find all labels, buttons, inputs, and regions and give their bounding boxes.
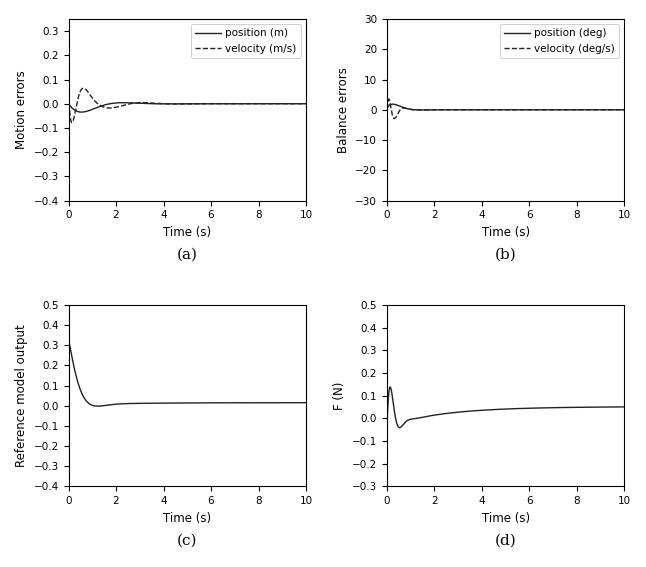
velocity (m/s) [207,100,215,107]
velocity (deg/s) [391,115,399,122]
position (deg) [578,107,586,113]
velocity (deg/s) [426,107,434,113]
position (m) [119,99,127,106]
X-axis label: Time (s): Time (s) [482,511,530,524]
velocity (deg/s) [383,113,391,120]
position (m) [156,100,163,107]
Y-axis label: F (N): F (N) [333,382,346,410]
X-axis label: Time (s): Time (s) [482,226,530,239]
velocity (m/s) [242,100,250,107]
velocity (m/s) [68,119,76,126]
velocity (deg/s) [385,96,393,103]
position (deg) [526,107,534,113]
position (deg) [426,107,434,113]
position (m) [65,100,72,107]
position (deg) [418,107,426,113]
Text: (a): (a) [177,248,198,262]
Text: (c): (c) [177,534,198,548]
X-axis label: Time (s): Time (s) [163,511,211,524]
position (m) [108,100,116,107]
Y-axis label: Reference model output: Reference model output [15,324,28,467]
Text: (d): (d) [495,534,517,548]
Line: velocity (deg/s): velocity (deg/s) [387,99,625,119]
Y-axis label: Balance errors: Balance errors [337,67,349,153]
position (deg) [383,105,391,112]
position (deg) [560,107,568,113]
position (m) [302,100,310,107]
position (deg) [389,101,397,108]
velocity (deg/s) [560,107,568,113]
Line: position (deg): position (deg) [387,104,625,110]
position (m) [242,100,250,107]
Line: velocity (m/s): velocity (m/s) [68,88,306,122]
Y-axis label: Motion errors: Motion errors [15,70,28,149]
velocity (m/s) [219,100,227,107]
velocity (m/s) [156,100,163,107]
X-axis label: Time (s): Time (s) [163,226,211,239]
position (deg) [621,107,629,113]
velocity (m/s) [79,84,87,91]
velocity (m/s) [260,100,267,107]
Legend: position (deg), velocity (deg/s): position (deg), velocity (deg/s) [500,24,620,58]
position (m) [78,109,85,116]
position (deg) [474,107,482,113]
velocity (deg/s) [526,107,534,113]
velocity (deg/s) [474,107,482,113]
velocity (m/s) [65,92,72,99]
velocity (m/s) [302,100,310,107]
velocity (m/s) [108,104,116,111]
velocity (deg/s) [578,107,586,113]
Line: position (m): position (m) [68,103,306,112]
position (m) [207,100,215,107]
position (m) [260,100,267,107]
Text: (b): (b) [495,248,517,262]
Legend: position (m), velocity (m/s): position (m), velocity (m/s) [191,24,301,58]
velocity (deg/s) [537,107,545,113]
position (m) [219,100,227,107]
position (deg) [537,107,545,113]
velocity (deg/s) [621,107,629,113]
